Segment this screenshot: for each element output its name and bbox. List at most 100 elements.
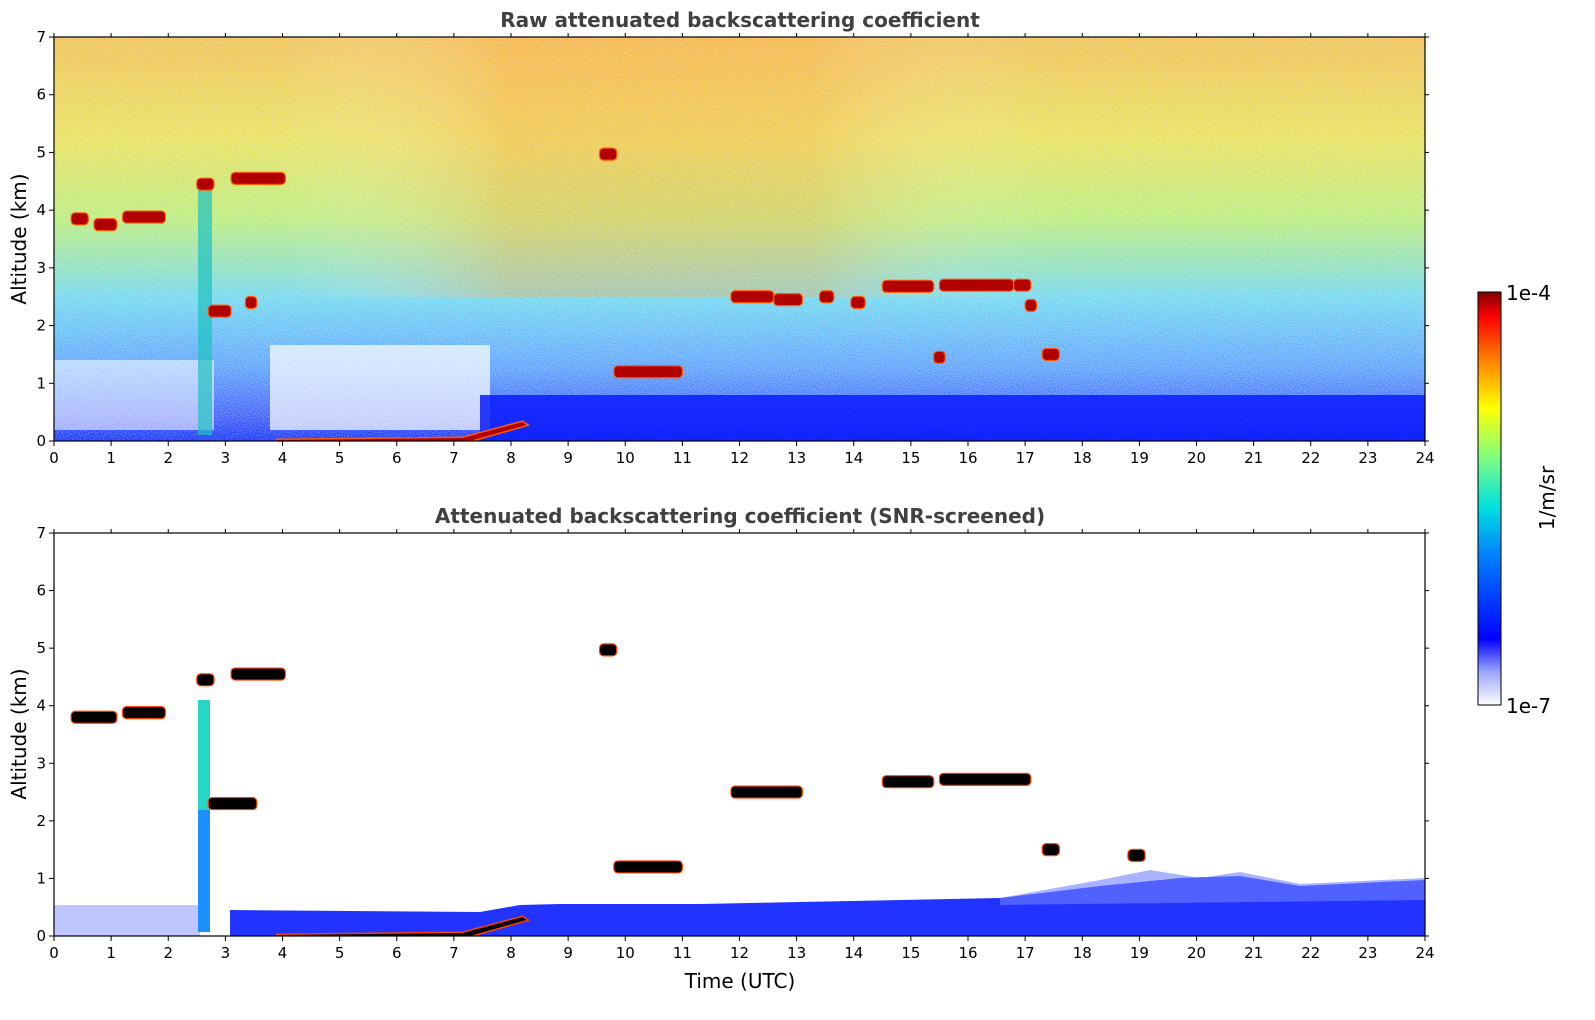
x-tick-label: 18 <box>1073 944 1092 962</box>
x-tick-label: 12 <box>730 449 749 467</box>
x-tick-label: 5 <box>335 944 345 962</box>
x-tick-label: 6 <box>392 944 402 962</box>
raw-y-axis: 0 1 2 3 4 5 6 7 <box>36 28 1429 450</box>
y-tick-label: 1 <box>36 869 46 887</box>
cloud-mark <box>773 293 803 307</box>
cloud-mark <box>938 772 1032 787</box>
x-tick-label: 15 <box>901 944 920 962</box>
y-tick-label: 2 <box>36 317 46 335</box>
colorbar-gradient <box>1477 291 1502 706</box>
snr-screened-panel: Attenuated backscattering coefficient (S… <box>7 504 1435 993</box>
cloud-mark <box>1013 278 1032 292</box>
cloud-mark <box>818 290 835 304</box>
aerosol-layer-mark <box>276 915 531 936</box>
x-tick-label: 14 <box>844 449 863 467</box>
x-tick-label: 0 <box>49 449 59 467</box>
snr-y-axis-label: Altitude (km) <box>7 668 31 799</box>
cloud-mark <box>598 643 618 657</box>
cloud-mark <box>207 796 258 811</box>
x-tick-label: 7 <box>449 449 459 467</box>
x-tick-label: 0 <box>49 944 59 962</box>
cloud-mark <box>881 279 935 293</box>
colorbar-min-label: 1e-7 <box>1506 694 1551 718</box>
cloud-mark <box>933 350 946 364</box>
x-tick-label: 16 <box>958 449 977 467</box>
cloud-mark <box>230 667 286 681</box>
x-tick-label: 15 <box>901 449 920 467</box>
raw-precip-column <box>198 190 212 435</box>
y-tick-label: 7 <box>36 524 46 542</box>
x-tick-label: 19 <box>1130 944 1149 962</box>
cloud-mark <box>230 171 286 185</box>
y-tick-label: 0 <box>36 927 46 945</box>
x-tick-label: 1 <box>106 449 116 467</box>
cloud-mark <box>121 210 166 224</box>
x-tick-label: 9 <box>563 944 573 962</box>
y-tick-label: 0 <box>36 432 46 450</box>
x-tick-label: 9 <box>563 449 573 467</box>
x-tick-label: 19 <box>1130 449 1149 467</box>
x-tick-label: 5 <box>335 449 345 467</box>
snr-boundary-layer <box>54 905 200 936</box>
x-tick-label: 1 <box>106 944 116 962</box>
x-tick-label: 13 <box>787 944 806 962</box>
cloud-mark <box>196 673 215 687</box>
x-tick-label: 3 <box>221 449 231 467</box>
x-tick-label: 3 <box>221 944 231 962</box>
snr-precip-column-top <box>198 700 210 810</box>
y-tick-label: 4 <box>36 201 46 219</box>
x-tick-label: 21 <box>1244 449 1263 467</box>
y-tick-label: 5 <box>36 639 46 657</box>
cloud-mark <box>613 365 683 379</box>
x-tick-label: 16 <box>958 944 977 962</box>
cloud-mark <box>121 706 166 720</box>
cloud-mark <box>207 304 232 318</box>
y-tick-label: 6 <box>36 582 46 600</box>
x-tick-label: 24 <box>1415 944 1434 962</box>
x-tick-label: 11 <box>673 449 692 467</box>
x-tick-label: 24 <box>1415 449 1434 467</box>
cloud-mark <box>881 775 935 789</box>
x-tick-label: 22 <box>1301 449 1320 467</box>
snr-heatmap-background <box>54 533 1425 936</box>
x-tick-label: 11 <box>673 944 692 962</box>
snr-y-axis: 0 1 2 3 4 5 6 7 <box>36 524 1429 945</box>
snr-panel-title: Attenuated backscattering coefficient (S… <box>435 504 1045 528</box>
raw-noise-speckle <box>54 37 1425 441</box>
cloud-mark <box>70 710 118 724</box>
raw-x-axis: 0 1 2 3 4 5 6 7 8 9 10 11 12 13 14 15 16 17 18 19 20 21 22 23 24 <box>49 33 1435 467</box>
x-tick-label: 7 <box>449 944 459 962</box>
x-tick-label: 13 <box>787 449 806 467</box>
y-tick-label: 1 <box>36 374 46 392</box>
x-tick-label: 23 <box>1358 944 1377 962</box>
x-tick-label: 17 <box>1016 449 1035 467</box>
x-tick-label: 23 <box>1358 449 1377 467</box>
x-tick-label: 21 <box>1244 944 1263 962</box>
snr-x-axis: 0 1 2 3 4 5 6 7 8 9 10 11 12 13 14 15 16 17 18 19 20 21 22 23 24 <box>49 529 1435 962</box>
x-tick-label: 10 <box>616 449 635 467</box>
x-tick-label: 4 <box>278 449 288 467</box>
x-tick-label: 20 <box>1187 449 1206 467</box>
x-tick-label: 22 <box>1301 944 1320 962</box>
snr-boundary-layer-top <box>1000 870 1425 905</box>
cloud-mark <box>730 785 803 799</box>
x-tick-label: 8 <box>506 944 516 962</box>
x-tick-label: 8 <box>506 449 516 467</box>
x-tick-label: 18 <box>1073 449 1092 467</box>
cloud-mark <box>93 217 118 232</box>
cloud-mark <box>850 295 866 310</box>
colorbar-max-label: 1e-4 <box>1506 281 1551 305</box>
cloud-mark <box>613 860 683 874</box>
cloud-mark <box>1041 843 1060 857</box>
raw-y-axis-label: Altitude (km) <box>7 173 31 304</box>
raw-boundary-layer <box>480 395 1425 441</box>
cloud-mark <box>1024 298 1038 312</box>
x-tick-label: 2 <box>163 944 173 962</box>
x-axis-label: Time (UTC) <box>684 969 796 993</box>
cloud-mark <box>196 177 215 191</box>
x-tick-label: 10 <box>616 944 635 962</box>
x-tick-label: 20 <box>1187 944 1206 962</box>
raw-low-signal-region <box>270 345 490 430</box>
cloud-mark <box>730 290 775 304</box>
